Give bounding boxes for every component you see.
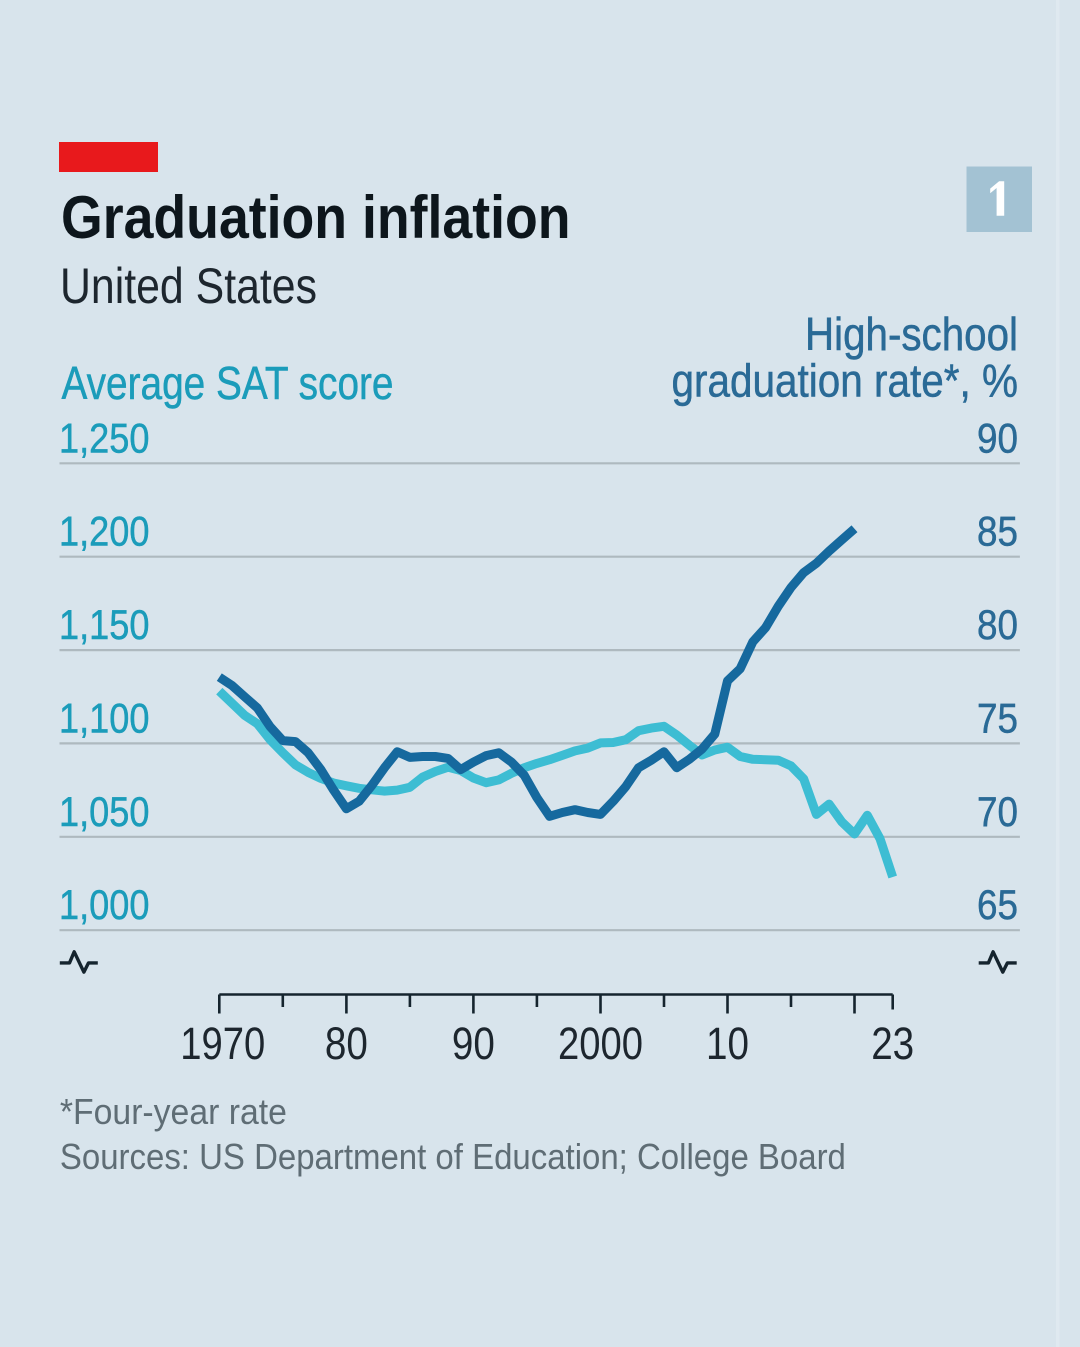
- svg-text:1970: 1970: [180, 1018, 265, 1069]
- svg-text:1,150: 1,150: [59, 601, 150, 648]
- svg-text:graduation rate*, %: graduation rate*, %: [672, 355, 1019, 407]
- svg-text:1,000: 1,000: [59, 881, 150, 928]
- svg-text:1,100: 1,100: [59, 694, 150, 741]
- svg-text:*Four-year rate: *Four-year rate: [60, 1091, 287, 1132]
- svg-text:70: 70: [977, 788, 1018, 835]
- svg-text:75: 75: [977, 694, 1018, 741]
- svg-text:2000: 2000: [558, 1018, 643, 1069]
- svg-text:1,250: 1,250: [59, 414, 150, 461]
- svg-text:90: 90: [977, 414, 1018, 461]
- svg-text:1,050: 1,050: [59, 788, 150, 835]
- svg-text:85: 85: [977, 508, 1018, 555]
- svg-text:High-school: High-school: [805, 308, 1018, 360]
- svg-text:Graduation inflation: Graduation inflation: [61, 184, 571, 251]
- svg-text:United States: United States: [60, 258, 317, 314]
- svg-text:23: 23: [871, 1018, 914, 1069]
- svg-text:65: 65: [977, 881, 1018, 928]
- svg-text:90: 90: [452, 1018, 495, 1069]
- svg-text:80: 80: [325, 1018, 368, 1069]
- svg-text:80: 80: [977, 601, 1018, 648]
- svg-text:10: 10: [706, 1018, 749, 1069]
- svg-text:Average SAT score: Average SAT score: [62, 357, 394, 409]
- svg-text:Sources: US Department of Educ: Sources: US Department of Education; Col…: [60, 1136, 846, 1177]
- svg-text:1,200: 1,200: [59, 508, 150, 555]
